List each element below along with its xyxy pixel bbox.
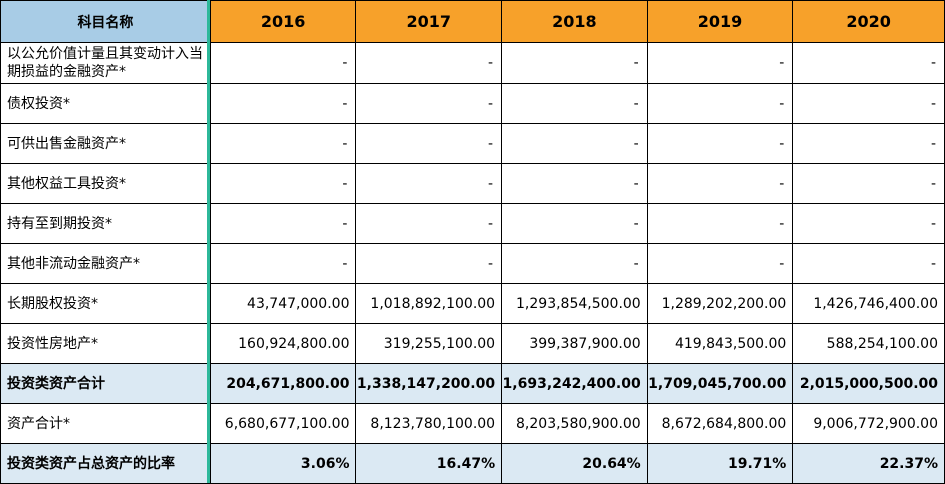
value-cell[interactable]: - xyxy=(209,243,357,284)
value-cell[interactable]: - xyxy=(646,83,794,124)
value-cell[interactable]: - xyxy=(501,83,648,124)
value-cell[interactable]: 419,843,500.00 xyxy=(646,323,794,364)
value-cell[interactable]: - xyxy=(792,163,945,204)
value-cell[interactable]: - xyxy=(355,123,503,164)
row-label-cell[interactable]: 持有至到期投资* xyxy=(0,203,211,244)
value-cell[interactable]: 1,293,854,500.00 xyxy=(501,283,648,324)
value-cell[interactable]: - xyxy=(501,42,648,84)
row-label-cell[interactable]: 债权投资* xyxy=(0,83,211,124)
value-cell[interactable]: - xyxy=(501,203,648,244)
value-cell[interactable]: 43,747,000.00 xyxy=(209,283,357,324)
table-row: 其他非流动金融资产* - - - - - xyxy=(0,243,945,284)
row-label-cell[interactable]: 其他权益工具投资* xyxy=(0,163,211,204)
value-cell[interactable]: 3.06% xyxy=(209,443,357,484)
value-cell[interactable]: 2,015,000,500.00 xyxy=(792,363,945,404)
table-row: 以公允价值计量且其变动计入当期损益的金融资产* - - - - - xyxy=(0,42,945,84)
table-row: 持有至到期投资* - - - - - xyxy=(0,203,945,244)
value-cell[interactable]: - xyxy=(501,163,648,204)
value-cell[interactable]: - xyxy=(646,123,794,164)
frozen-pane-divider xyxy=(207,0,210,483)
value-cell[interactable]: 319,255,100.00 xyxy=(355,323,503,364)
value-cell[interactable]: 160,924,800.00 xyxy=(209,323,357,364)
value-cell[interactable]: - xyxy=(792,243,945,284)
value-cell[interactable]: 9,006,772,900.00 xyxy=(792,403,945,444)
value-cell[interactable]: 1,693,242,400.00 xyxy=(501,363,648,404)
header-year-cell[interactable]: 2017 xyxy=(355,0,503,43)
value-cell[interactable]: - xyxy=(792,123,945,164)
value-cell[interactable]: - xyxy=(355,243,503,284)
value-cell[interactable]: - xyxy=(646,163,794,204)
value-cell[interactable]: - xyxy=(209,83,357,124)
header-year-cell[interactable]: 2020 xyxy=(792,0,945,43)
value-cell[interactable]: 1,018,892,100.00 xyxy=(355,283,503,324)
value-cell[interactable]: 1,289,202,200.00 xyxy=(646,283,794,324)
header-year-cell[interactable]: 2019 xyxy=(646,0,794,43)
ratio-row: 投资类资产占总资产的比率 3.06% 16.47% 20.64% 19.71% … xyxy=(0,443,945,484)
table-row: 资产合计* 6,680,677,100.00 8,123,780,100.00 … xyxy=(0,403,945,444)
value-cell[interactable]: 1,338,147,200.00 xyxy=(355,363,503,404)
total-row: 投资类资产合计 204,671,800.00 1,338,147,200.00 … xyxy=(0,363,945,404)
value-cell[interactable]: 6,680,677,100.00 xyxy=(209,403,357,444)
value-cell[interactable]: - xyxy=(355,203,503,244)
header-year-cell[interactable]: 2016 xyxy=(209,0,357,43)
header-row: 科目名称 2016 2017 2018 2019 2020 xyxy=(0,0,945,43)
header-label-cell[interactable]: 科目名称 xyxy=(0,0,211,43)
row-label-cell[interactable]: 资产合计* xyxy=(0,403,211,444)
value-cell[interactable]: 16.47% xyxy=(355,443,503,484)
value-cell[interactable]: - xyxy=(209,42,357,84)
value-cell[interactable]: - xyxy=(792,42,945,84)
value-cell[interactable]: - xyxy=(209,123,357,164)
value-cell[interactable]: - xyxy=(646,243,794,284)
row-label-cell[interactable]: 可供出售金融资产* xyxy=(0,123,211,164)
value-cell[interactable]: - xyxy=(501,123,648,164)
value-cell[interactable]: - xyxy=(355,42,503,84)
value-cell[interactable]: 20.64% xyxy=(501,443,648,484)
value-cell[interactable]: 22.37% xyxy=(792,443,945,484)
table-row: 债权投资* - - - - - xyxy=(0,83,945,124)
value-cell[interactable]: - xyxy=(501,243,648,284)
value-cell[interactable]: 8,203,580,900.00 xyxy=(501,403,648,444)
value-cell[interactable]: - xyxy=(209,203,357,244)
value-cell[interactable]: - xyxy=(792,203,945,244)
value-cell[interactable]: 1,426,746,400.00 xyxy=(792,283,945,324)
row-label-cell[interactable]: 其他非流动金融资产* xyxy=(0,243,211,284)
header-year-cell[interactable]: 2018 xyxy=(501,0,648,43)
value-cell[interactable]: 1,709,045,700.00 xyxy=(646,363,794,404)
value-cell[interactable]: - xyxy=(646,42,794,84)
table-row: 投资性房地产* 160,924,800.00 319,255,100.00 39… xyxy=(0,323,945,364)
table-row: 长期股权投资* 43,747,000.00 1,018,892,100.00 1… xyxy=(0,283,945,324)
value-cell[interactable]: 8,123,780,100.00 xyxy=(355,403,503,444)
table-row: 可供出售金融资产* - - - - - xyxy=(0,123,945,164)
row-label-cell[interactable]: 投资类资产占总资产的比率 xyxy=(0,443,211,484)
row-label-cell[interactable]: 投资性房地产* xyxy=(0,323,211,364)
value-cell[interactable]: 399,387,900.00 xyxy=(501,323,648,364)
value-cell[interactable]: - xyxy=(209,163,357,204)
value-cell[interactable]: 588,254,100.00 xyxy=(792,323,945,364)
table-row: 其他权益工具投资* - - - - - xyxy=(0,163,945,204)
row-label-cell[interactable]: 投资类资产合计 xyxy=(0,363,211,404)
value-cell[interactable]: - xyxy=(355,163,503,204)
value-cell[interactable]: 19.71% xyxy=(646,443,794,484)
row-label-cell[interactable]: 以公允价值计量且其变动计入当期损益的金融资产* xyxy=(0,42,211,84)
value-cell[interactable]: - xyxy=(646,203,794,244)
value-cell[interactable]: 8,672,684,800.00 xyxy=(646,403,794,444)
value-cell[interactable]: - xyxy=(792,83,945,124)
value-cell[interactable]: 204,671,800.00 xyxy=(209,363,357,404)
value-cell[interactable]: - xyxy=(355,83,503,124)
row-label-cell[interactable]: 长期股权投资* xyxy=(0,283,211,324)
